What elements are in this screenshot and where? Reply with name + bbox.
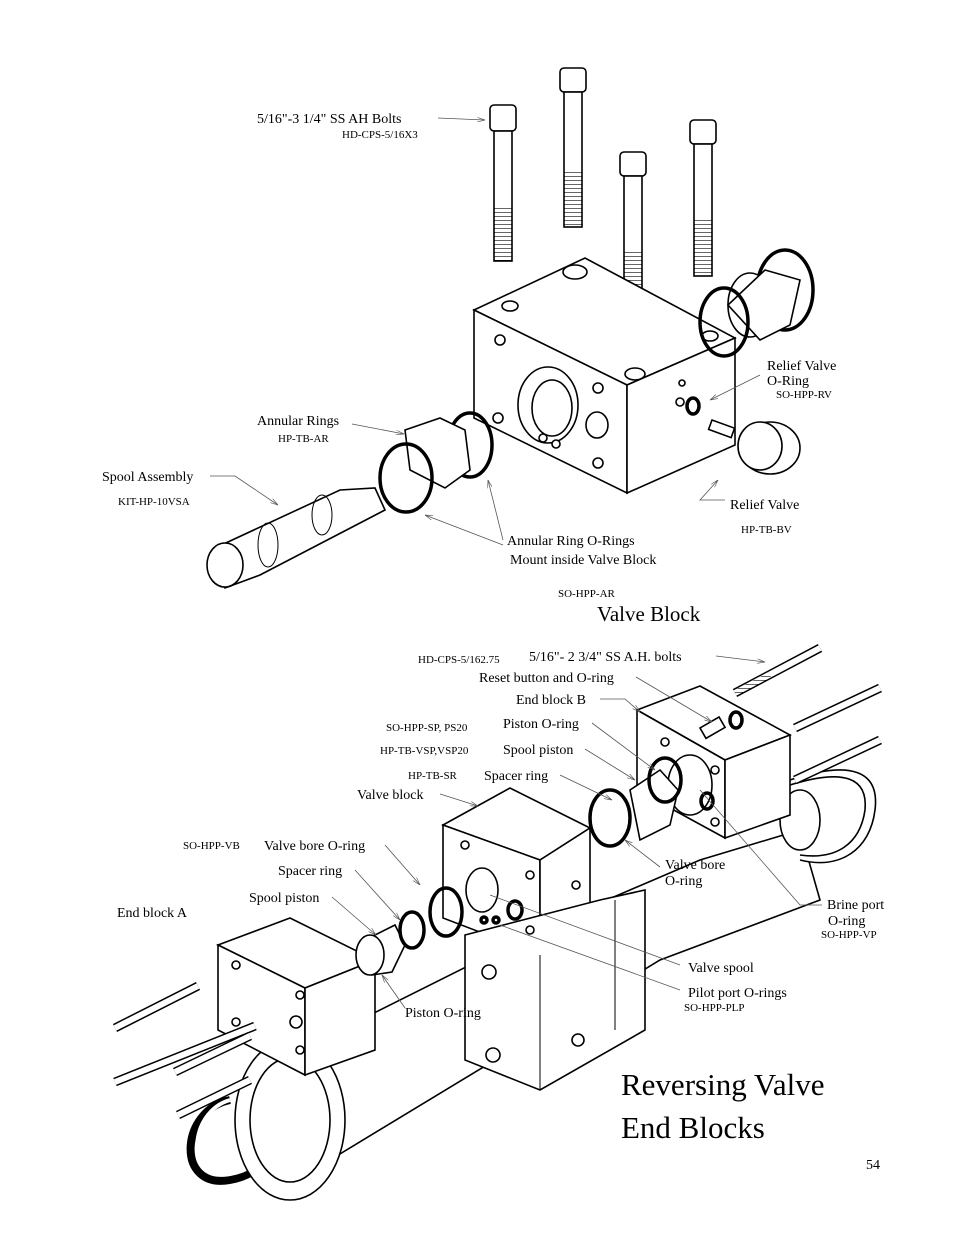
label: Spool piston bbox=[503, 743, 573, 758]
part-number: HD-CPS-5/162.75 bbox=[418, 654, 500, 666]
page-title: Reversing Valve bbox=[621, 1067, 824, 1102]
leader-lines bbox=[210, 118, 822, 1009]
part-number: HP-TB-VSP,VSP20 bbox=[380, 745, 469, 757]
valve-block-drawing bbox=[206, 67, 815, 590]
part-number: SO-HPP-VB bbox=[183, 840, 240, 852]
label: End block A bbox=[117, 906, 188, 921]
part-number: KIT-HP-10VSA bbox=[118, 496, 190, 508]
label: Brine port bbox=[827, 898, 884, 913]
label: Valve block bbox=[357, 788, 423, 803]
label: Piston O-ring bbox=[503, 717, 579, 732]
label: Piston O-ring bbox=[405, 1006, 481, 1021]
labels: 5/16"-3 1/4" SS AH Bolts HD-CPS-5/16X3 R… bbox=[102, 112, 884, 1173]
label: Valve spool bbox=[688, 961, 754, 976]
part-number: SO-HPP-VP bbox=[821, 929, 877, 941]
label: End block B bbox=[516, 693, 586, 708]
label: Mount inside Valve Block bbox=[510, 553, 656, 568]
page-number: 54 bbox=[866, 1158, 880, 1173]
label: O-ring bbox=[828, 914, 865, 929]
part-number: HP-TB-SR bbox=[408, 770, 458, 782]
label: 5/16"- 2 3/4" SS A.H. bolts bbox=[529, 650, 682, 665]
part-number: SO-HPP-PLP bbox=[684, 1002, 745, 1014]
end-blocks-drawing bbox=[112, 644, 882, 1201]
label: O-ring bbox=[665, 874, 702, 889]
label: Spool Assembly bbox=[102, 470, 193, 485]
label: Reset button and O-ring bbox=[479, 671, 614, 686]
label: Relief Valve bbox=[730, 498, 799, 513]
label: Spacer ring bbox=[484, 769, 548, 784]
part-number: SO-HPP-RV bbox=[776, 389, 832, 401]
bottom-bolts bbox=[112, 644, 882, 1120]
part-number: HD-CPS-5/16X3 bbox=[342, 129, 418, 141]
part-number: HP-TB-AR bbox=[278, 433, 329, 445]
label: Annular Ring O-Rings bbox=[507, 534, 635, 549]
part-number: SO-HPP-AR bbox=[558, 588, 616, 600]
label: Annular Rings bbox=[257, 414, 339, 429]
part-number: SO-HPP-SP, PS20 bbox=[386, 722, 468, 734]
page-title: End Blocks bbox=[621, 1110, 765, 1145]
label: Valve bore O-ring bbox=[264, 839, 365, 854]
caption: Valve Block bbox=[597, 602, 701, 626]
part-number: HP-TB-BV bbox=[741, 524, 792, 536]
label: O-Ring bbox=[767, 374, 809, 389]
label: Spacer ring bbox=[278, 864, 342, 879]
label: Valve bore bbox=[665, 858, 725, 873]
label: Relief Valve bbox=[767, 359, 836, 374]
label: Pilot port O-rings bbox=[688, 986, 787, 1001]
label: 5/16"-3 1/4" SS AH Bolts bbox=[257, 112, 401, 127]
label: Spool piston bbox=[249, 891, 319, 906]
